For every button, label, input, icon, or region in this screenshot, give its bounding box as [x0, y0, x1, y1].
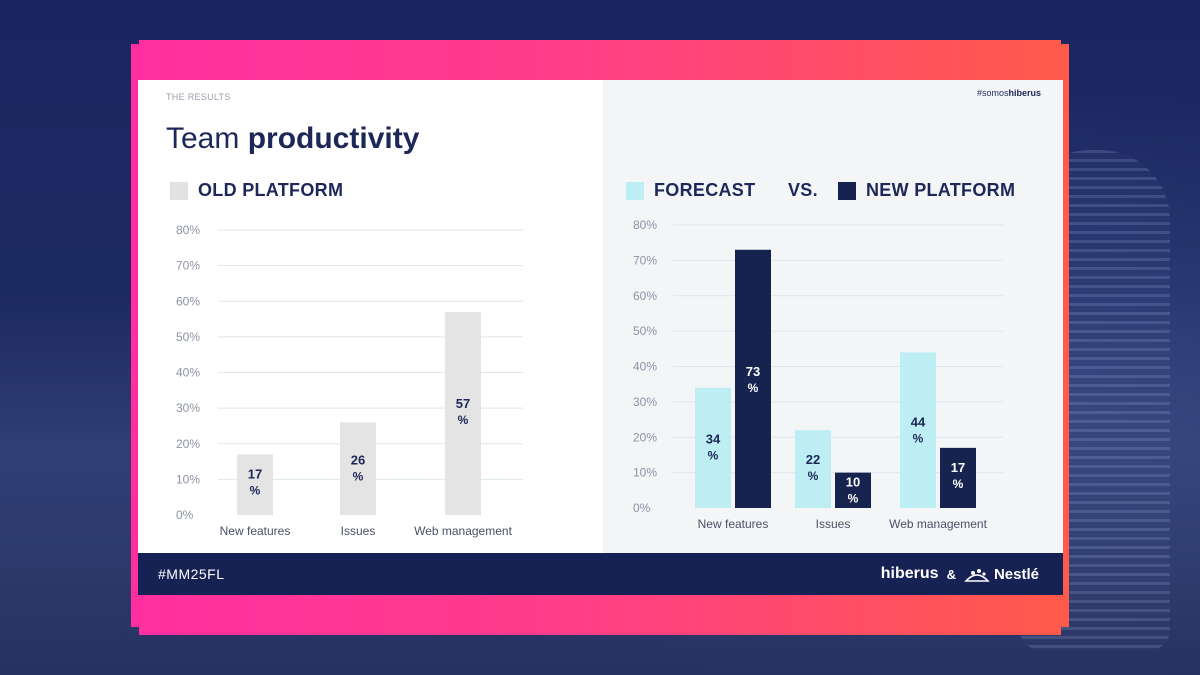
bar [237, 454, 273, 515]
y-tick-label: 20% [176, 437, 200, 451]
data-label-unit: % [808, 469, 819, 483]
y-tick-label: 70% [633, 253, 657, 267]
hashtag-prefix: #somos [976, 88, 1009, 98]
footer-brands: hiberus & Nestlé [881, 565, 1039, 583]
bar [940, 447, 976, 508]
slide-footer: #MM25FL hiberus & Nestlé [138, 553, 1063, 595]
legend-old-platform: OLD PLATFORM [170, 180, 343, 201]
nestle-nest-icon [964, 569, 990, 582]
y-tick-label: 70% [176, 259, 200, 273]
y-tick-label: 0% [176, 508, 194, 522]
hiberus-logo: hiberus [880, 565, 939, 582]
presentation-slide: THE RESULTS #somoshiberus Team productiv… [138, 80, 1063, 595]
data-label-value: 22 [806, 452, 820, 467]
data-label-unit: % [748, 381, 759, 395]
data-label-value: 57 [456, 396, 470, 411]
data-label-value: 10 [846, 475, 860, 490]
data-label-value: 34 [706, 432, 721, 447]
y-tick-label: 0% [633, 501, 651, 515]
data-label-unit: % [913, 431, 924, 445]
page-title: Team productivity [166, 122, 419, 156]
nestle-wordmark: Nestlé [993, 565, 1039, 583]
legend-swatch-forecast [626, 181, 644, 200]
y-tick-label: 80% [633, 218, 657, 232]
bar [735, 249, 771, 508]
title-light: Team [166, 122, 248, 155]
data-label-value: 44 [911, 414, 926, 429]
right-panel [603, 80, 1063, 553]
data-label-unit: % [353, 469, 364, 483]
legend-vs: VS. [788, 180, 818, 201]
legend-swatch-old [170, 181, 188, 200]
y-tick-label: 30% [176, 401, 200, 415]
data-label-value: 17 [951, 460, 965, 475]
y-tick-label: 10% [176, 472, 200, 486]
x-category-label: New features [698, 517, 769, 531]
data-label-value: 26 [351, 452, 365, 467]
data-label-value: 17 [248, 466, 262, 481]
legend-label-old: OLD PLATFORM [198, 180, 344, 200]
data-label-unit: % [250, 483, 261, 497]
hashtag-brand: hiberus [1008, 88, 1041, 98]
nestle-logo: Nestlé [964, 565, 1039, 583]
data-label-value: 73 [746, 364, 760, 379]
title-bold: productivity [247, 122, 420, 155]
data-label-unit: % [458, 413, 469, 427]
data-label-unit: % [953, 477, 964, 491]
y-tick-label: 40% [633, 360, 657, 374]
chart-forecast-vs-new: 0% 10% 20% 30% 40% 50% 60% 70% 80% 34% 73% New feat… [633, 218, 1003, 531]
ampersand: & [946, 566, 956, 582]
eyebrow-label: THE RESULTS [166, 92, 231, 102]
chart-old-platform: 0% 10% 20% 30% 40% 50% 60% 70% 80% 17% New feature… [176, 223, 523, 538]
bar [340, 422, 376, 515]
legend-swatch-new [838, 181, 856, 200]
data-label-unit: % [708, 449, 719, 463]
bar [900, 352, 936, 508]
legend-label-forecast: FORECAST [654, 180, 756, 200]
x-category-label: Issues [341, 524, 376, 538]
legend-label-new: NEW PLATFORM [866, 180, 1016, 200]
bar [835, 472, 871, 508]
y-tick-label: 60% [633, 289, 657, 303]
x-category-label: New features [220, 524, 291, 538]
x-category-label: Issues [816, 517, 851, 531]
hashtag-somoshiberus: #somoshiberus [977, 88, 1041, 98]
data-label-unit: % [848, 492, 859, 506]
y-tick-label: 10% [633, 466, 657, 480]
y-tick-label: 50% [176, 330, 200, 344]
footer-hashtag: #MM25FL [158, 566, 225, 582]
y-tick-label: 30% [633, 395, 657, 409]
y-tick-label: 80% [176, 223, 200, 237]
x-category-label: Web management [889, 517, 988, 531]
y-tick-label: 60% [176, 294, 200, 308]
legend-vs-label: VS. [788, 180, 818, 200]
legend-forecast: FORECAST [626, 180, 755, 201]
x-category-label: Web management [414, 524, 513, 538]
y-tick-label: 50% [633, 324, 657, 338]
bar [445, 311, 481, 515]
bar [695, 387, 731, 508]
bar [795, 430, 831, 508]
y-tick-label: 20% [633, 430, 657, 444]
legend-new-platform: NEW PLATFORM [838, 180, 1015, 201]
y-tick-label: 40% [176, 366, 200, 380]
